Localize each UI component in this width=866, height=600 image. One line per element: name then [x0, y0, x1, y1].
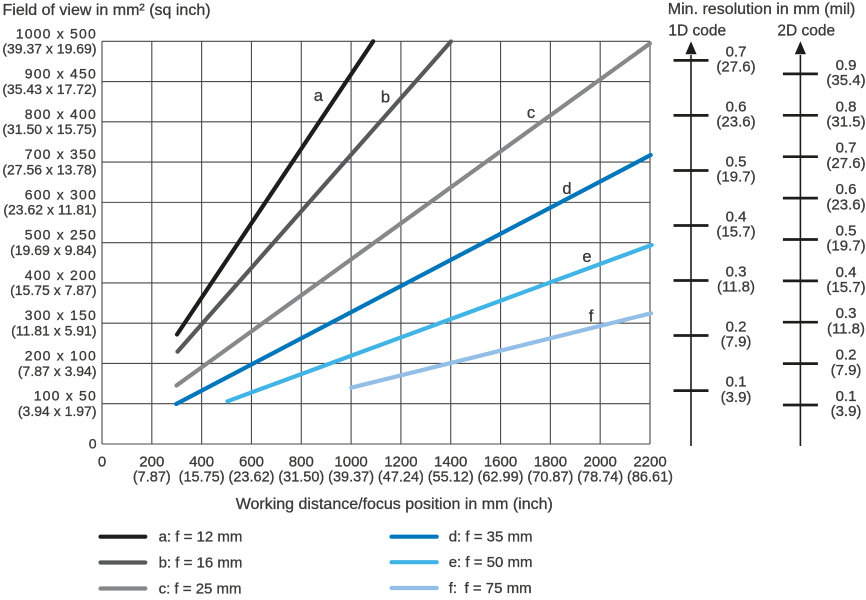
- svg-text:0.7: 0.7: [836, 140, 857, 157]
- svg-text:400: 400: [189, 454, 214, 471]
- svg-text:0.3: 0.3: [836, 305, 857, 322]
- svg-text:600: 600: [239, 454, 264, 471]
- svg-text:(27.6): (27.6): [826, 155, 865, 172]
- svg-text:(86.61): (86.61): [627, 469, 673, 485]
- svg-text:(11.8): (11.8): [827, 320, 865, 337]
- svg-text:0.2: 0.2: [836, 347, 857, 364]
- svg-text:0: 0: [89, 436, 97, 452]
- svg-text:a: f = 12 mm: a: f = 12 mm: [159, 529, 243, 546]
- svg-text:d: f = 35 mm: d: f = 35 mm: [449, 529, 533, 546]
- svg-text:(19.7): (19.7): [826, 238, 865, 255]
- svg-text:200: 200: [139, 454, 164, 471]
- svg-text:1D code: 1D code: [668, 23, 726, 40]
- svg-text:(11.8): (11.8): [717, 279, 755, 296]
- svg-text:c: c: [527, 104, 535, 122]
- svg-text:0.9: 0.9: [836, 57, 857, 74]
- svg-text:1000: 1000: [334, 454, 367, 471]
- svg-text:(62.99): (62.99): [478, 469, 524, 485]
- svg-text:0.6: 0.6: [726, 98, 747, 115]
- svg-text:(3.9): (3.9): [831, 403, 862, 420]
- svg-text:b: f = 16 mm: b: f = 16 mm: [159, 555, 243, 572]
- svg-text:(27.56 x 13.78): (27.56 x 13.78): [2, 161, 96, 177]
- svg-text:1000 x 500: 1000 x 500: [16, 25, 97, 41]
- svg-text:(7.9): (7.9): [831, 362, 862, 379]
- svg-text:2200: 2200: [633, 454, 666, 471]
- svg-text:100 x 50: 100 x 50: [34, 388, 97, 404]
- svg-text:e: f = 50 mm: e: f = 50 mm: [449, 554, 533, 571]
- svg-text:(23.6): (23.6): [826, 196, 865, 213]
- svg-text:1400: 1400: [434, 454, 467, 471]
- svg-text:500 x 250: 500 x 250: [25, 227, 97, 243]
- svg-text:(7.9): (7.9): [721, 334, 752, 351]
- svg-text:(7.87): (7.87): [133, 469, 171, 485]
- svg-text:(31.5): (31.5): [826, 114, 865, 131]
- svg-text:1200: 1200: [384, 454, 417, 471]
- svg-text:1800: 1800: [534, 454, 567, 471]
- svg-text:0.1: 0.1: [726, 374, 747, 391]
- svg-text:e: e: [582, 248, 591, 266]
- svg-text:(15.75): (15.75): [179, 469, 225, 485]
- svg-text:(15.7): (15.7): [826, 279, 865, 296]
- svg-text:(78.74): (78.74): [577, 469, 623, 485]
- svg-text:300 x 150: 300 x 150: [25, 307, 97, 323]
- svg-text:1600: 1600: [484, 454, 517, 471]
- svg-text:0.8: 0.8: [836, 98, 857, 115]
- svg-text:Working distance/focus positio: Working distance/focus position in mm (i…: [236, 496, 553, 513]
- svg-text:(35.4): (35.4): [826, 72, 865, 89]
- svg-text:0.3: 0.3: [726, 264, 747, 281]
- svg-text:(23.62): (23.62): [229, 469, 275, 485]
- svg-text:(19.7): (19.7): [716, 169, 755, 186]
- svg-text:(3.9): (3.9): [721, 389, 752, 406]
- svg-text:a: a: [314, 87, 324, 105]
- svg-text:0.1: 0.1: [836, 388, 857, 405]
- svg-text:0.4: 0.4: [836, 264, 857, 281]
- svg-text:(35.43 x 17.72): (35.43 x 17.72): [2, 81, 96, 97]
- svg-text:0.6: 0.6: [836, 181, 857, 198]
- svg-text:700 x 350: 700 x 350: [25, 146, 97, 162]
- svg-text:(3.94 x 1.97): (3.94 x 1.97): [18, 403, 97, 419]
- svg-text:c: f = 25 mm: c: f = 25 mm: [159, 581, 242, 598]
- svg-text:2000: 2000: [584, 454, 617, 471]
- svg-text:b: b: [381, 89, 390, 107]
- svg-text:(27.6): (27.6): [716, 59, 755, 76]
- svg-text:800 x 400: 800 x 400: [25, 106, 97, 122]
- svg-text:900 x 450: 900 x 450: [25, 66, 97, 82]
- svg-text:(15.75 x 7.87): (15.75 x 7.87): [10, 282, 96, 298]
- svg-text:0.5: 0.5: [836, 223, 857, 240]
- svg-text:f: f: [589, 308, 594, 326]
- svg-text:0.2: 0.2: [726, 319, 747, 336]
- svg-text:0.7: 0.7: [726, 43, 747, 60]
- svg-text:(47.24): (47.24): [378, 469, 424, 485]
- svg-text:(31.50): (31.50): [278, 469, 324, 485]
- svg-text:Min. resolution in mm (mil): Min. resolution in mm (mil): [668, 1, 856, 18]
- svg-text:400 x 200: 400 x 200: [25, 267, 97, 283]
- svg-text:(39.37): (39.37): [328, 469, 374, 485]
- svg-text:(39.37 x 19.69): (39.37 x 19.69): [2, 41, 96, 57]
- svg-text:(31.50 x 15.75): (31.50 x 15.75): [2, 121, 96, 137]
- svg-text:200 x 100: 200 x 100: [25, 348, 97, 364]
- svg-text:600 x 300: 600 x 300: [25, 186, 97, 202]
- svg-text:2D code: 2D code: [777, 23, 835, 40]
- svg-text:(23.62 x 11.81): (23.62 x 11.81): [3, 202, 96, 218]
- svg-text:0.5: 0.5: [726, 154, 747, 171]
- svg-text:(23.6): (23.6): [716, 114, 755, 131]
- svg-text:0: 0: [98, 454, 106, 471]
- svg-text:d: d: [562, 180, 571, 198]
- svg-text:(15.7): (15.7): [716, 224, 755, 241]
- svg-text:0.4: 0.4: [726, 209, 747, 226]
- svg-text:(19.69 x 9.84): (19.69 x 9.84): [10, 242, 96, 258]
- svg-text:f: f = 75 mm: f: f = 75 mm: [449, 580, 532, 597]
- svg-text:(70.87): (70.87): [527, 469, 573, 485]
- svg-text:(11.81 x 5.91): (11.81 x 5.91): [11, 323, 96, 339]
- svg-text:(55.12): (55.12): [428, 469, 474, 485]
- svg-text:(7.87 x 3.94): (7.87 x 3.94): [18, 363, 97, 379]
- svg-text:Field of view in mm² (sq inch): Field of view in mm² (sq inch): [3, 2, 211, 19]
- svg-text:800: 800: [289, 454, 314, 471]
